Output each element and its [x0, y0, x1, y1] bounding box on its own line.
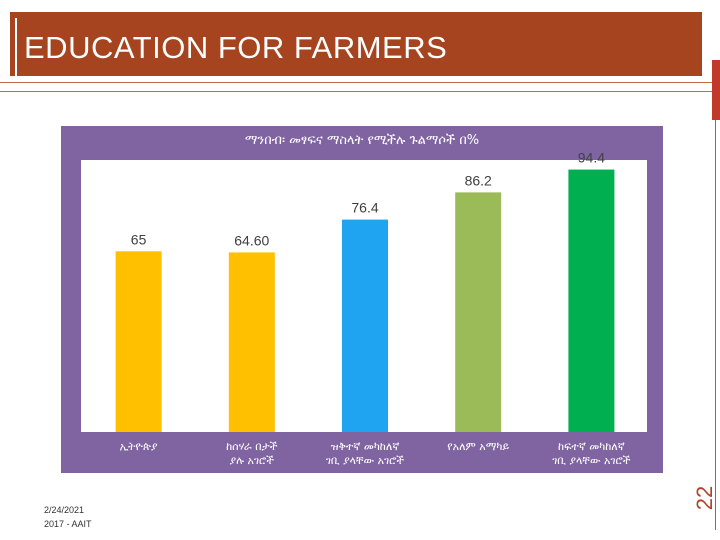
title-bar-accent: [15, 18, 17, 76]
value-label-4: 86.2: [465, 172, 492, 188]
bar-4: [455, 192, 502, 432]
value-label-2: 64.60: [234, 232, 269, 248]
bar-1: [115, 251, 162, 432]
footer-text: 2017 - AAIT: [44, 519, 92, 529]
category-label-4: የአለም አማካይ: [447, 440, 509, 453]
value-label-3: 76.4: [351, 200, 378, 216]
bars-layer: 65 ኢትዮጵያ 64.60 ከሰሃራ በታች ያሉ አገሮች 76.4 ዝቅተኛ መካከለ…: [115, 150, 631, 467]
footer-date: 2/24/2021: [44, 505, 85, 515]
category-label-3: ዝቅተኛ መካከለኛ ገቢ ያላቸው አገሮች: [326, 440, 405, 467]
value-label-1: 65: [131, 231, 147, 247]
title-bar: [10, 12, 702, 76]
right-divider: [715, 120, 716, 530]
category-label-5: ከፍተኛ መካከለኛ ገቢ ያላቸው አገሮች: [552, 440, 631, 467]
title-underline: [0, 82, 720, 92]
chart-title: ማንበብ፡ መፃፍና ማስላት የሚችሉ ጉልማሶች በ%: [244, 133, 480, 148]
category-label-2: ከሰሃራ በታች ያሉ አገሮች: [226, 440, 278, 467]
slide-title: EDUCATION FOR FARMERS: [24, 30, 448, 65]
bar-2: [228, 252, 275, 432]
value-label-5: 94.4: [578, 150, 605, 166]
category-label-1: ኢትዮጵያ: [120, 440, 158, 453]
bar-3: [342, 219, 388, 432]
bar-5: [568, 169, 615, 432]
right-accent-bar: [712, 60, 720, 120]
